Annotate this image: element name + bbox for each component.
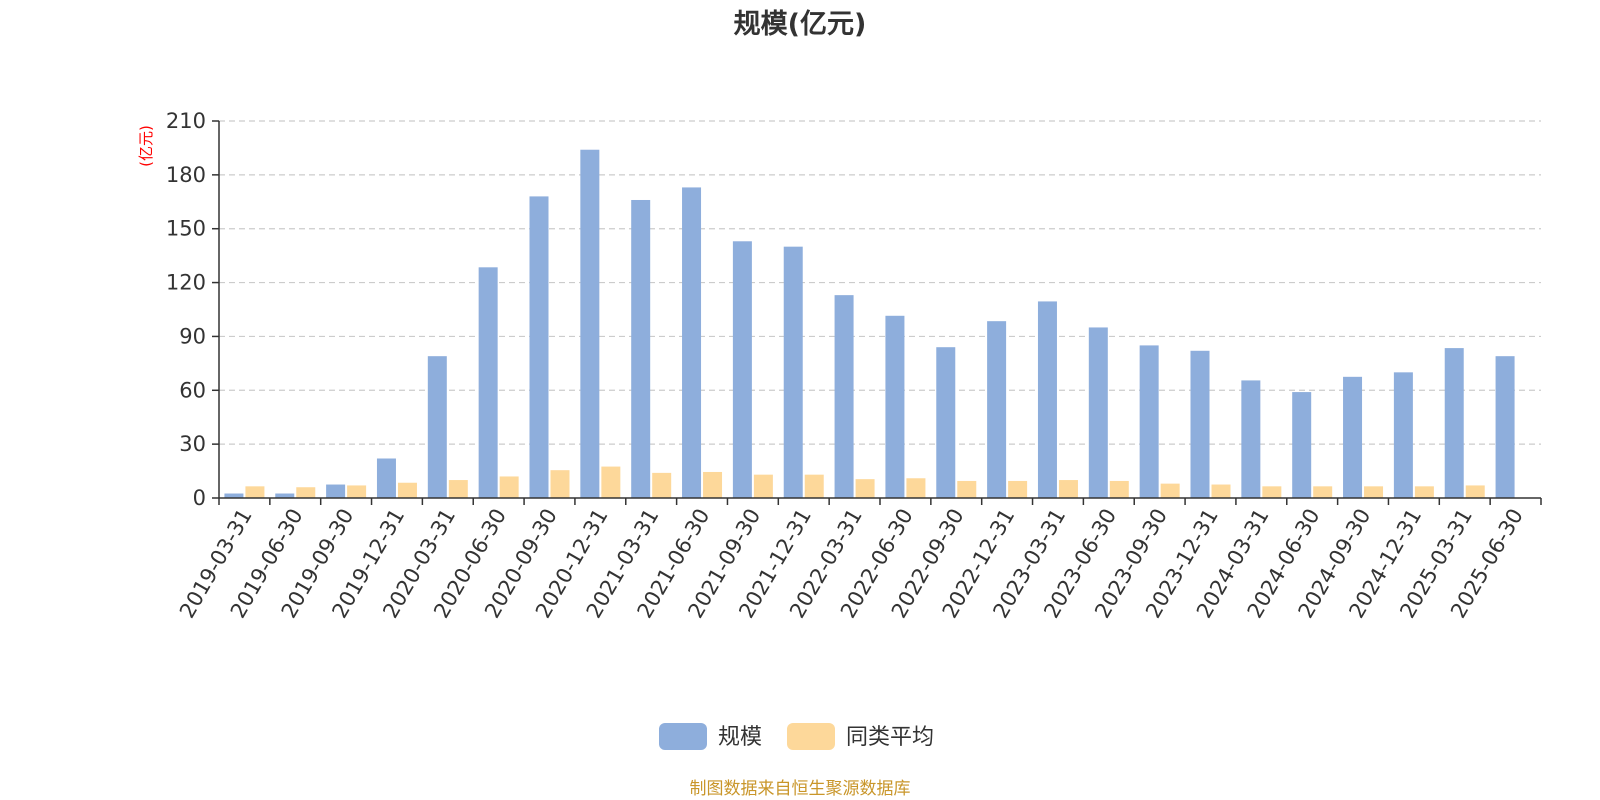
bar-scale[interactable]: [936, 347, 956, 498]
y-axis-tick-label: 30: [179, 432, 206, 456]
y-axis-tick-label: 90: [179, 324, 206, 348]
bar-scale[interactable]: [1037, 301, 1057, 498]
bar-peer-average[interactable]: [1109, 480, 1129, 498]
legend-swatch-peer-average: [787, 723, 835, 750]
bar-scale[interactable]: [682, 187, 702, 498]
bar-peer-average[interactable]: [1364, 486, 1384, 498]
bar-scale[interactable]: [987, 321, 1007, 498]
bar-scale[interactable]: [478, 267, 498, 498]
bar-peer-average[interactable]: [1262, 486, 1282, 498]
bar-peer-average[interactable]: [652, 472, 672, 498]
bar-peer-average[interactable]: [296, 487, 316, 498]
chart-title: 规模(亿元): [734, 9, 867, 40]
y-axis-tick-label: 180: [166, 163, 206, 187]
y-axis-tick-label: 60: [179, 378, 206, 402]
bar-peer-average[interactable]: [703, 471, 723, 498]
bar-scale[interactable]: [1292, 392, 1312, 498]
y-axis-tick-label: 150: [166, 217, 206, 241]
bar-peer-average[interactable]: [245, 486, 265, 498]
bar-scale[interactable]: [1241, 380, 1261, 498]
legend: 规模 同类平均: [659, 723, 934, 750]
bar-peer-average[interactable]: [906, 478, 926, 498]
bar-scale[interactable]: [1444, 348, 1464, 498]
bar-scale[interactable]: [1139, 345, 1159, 498]
bar-peer-average[interactable]: [1465, 485, 1485, 498]
bar-peer-average[interactable]: [448, 480, 468, 498]
y-axis-tick-label: 0: [193, 486, 206, 510]
bar-peer-average[interactable]: [397, 482, 417, 498]
bar-scale[interactable]: [1088, 327, 1108, 498]
bar-peer-average[interactable]: [1058, 480, 1078, 498]
bar-scale[interactable]: [376, 458, 396, 498]
bar-peer-average[interactable]: [601, 466, 621, 498]
bar-scale[interactable]: [1495, 356, 1515, 498]
bar-scale[interactable]: [427, 356, 447, 498]
bar-peer-average[interactable]: [804, 474, 824, 498]
legend-label-scale: 规模: [718, 725, 762, 750]
bar-scale[interactable]: [1343, 376, 1363, 498]
bar-peer-average[interactable]: [1160, 483, 1180, 498]
y-axis-tick-labels: 0 30 60 90 120 150 180 210: [166, 109, 219, 510]
bar-peer-average[interactable]: [855, 479, 875, 498]
bar-scale[interactable]: [224, 493, 244, 498]
bar-scale[interactable]: [1393, 372, 1413, 498]
y-grid-lines: [219, 120, 1541, 445]
bar-scale[interactable]: [580, 149, 600, 498]
bar-peer-average[interactable]: [1211, 484, 1231, 498]
legend-label-peer-average: 同类平均: [846, 725, 934, 750]
bar-peer-average[interactable]: [1008, 480, 1028, 498]
bar-peer-average[interactable]: [957, 480, 977, 498]
bar-scale[interactable]: [631, 199, 651, 498]
bar-peer-average[interactable]: [1313, 486, 1333, 498]
bar-scale[interactable]: [275, 493, 295, 498]
bar-scale[interactable]: [1190, 350, 1210, 498]
bar-peer-average[interactable]: [550, 470, 570, 498]
legend-swatch-scale: [659, 723, 707, 750]
bar-peer-average[interactable]: [347, 485, 367, 498]
y-axis-tick-label: 120: [166, 271, 206, 295]
y-axis-unit-label: (亿元): [137, 125, 155, 167]
legend-item-scale[interactable]: 规模: [659, 723, 762, 750]
bar-scale[interactable]: [834, 295, 854, 498]
x-axis-tick-labels: 2019-03-312019-06-302019-09-302019-12-31…: [175, 504, 1528, 622]
bar-scale[interactable]: [783, 246, 803, 498]
x-axis-ticks: [218, 498, 1542, 505]
bar-scale[interactable]: [529, 196, 549, 498]
bar-peer-average[interactable]: [753, 474, 773, 498]
y-axis-tick-label: 210: [166, 109, 206, 133]
bar-scale[interactable]: [732, 241, 752, 498]
legend-item-peer-average[interactable]: 同类平均: [787, 723, 934, 750]
data-source-note: 制图数据来自恒生聚源数据库: [690, 779, 911, 799]
bar-peer-average[interactable]: [499, 476, 519, 498]
bar-scale[interactable]: [885, 315, 905, 498]
bars: [224, 149, 1515, 498]
bar-peer-average[interactable]: [1414, 486, 1434, 498]
bar-scale[interactable]: [326, 484, 346, 498]
